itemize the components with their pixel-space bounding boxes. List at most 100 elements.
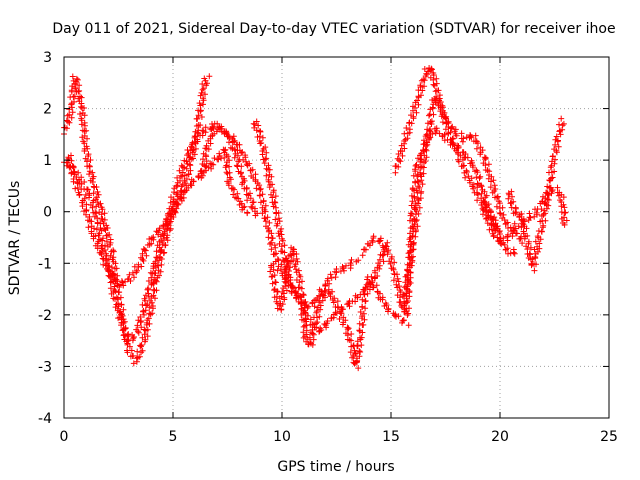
data-point — [115, 300, 122, 307]
data-point — [419, 87, 426, 94]
data-points — [61, 65, 570, 372]
data-point — [96, 230, 103, 237]
data-point — [424, 120, 431, 127]
data-point — [360, 246, 367, 253]
data-point — [458, 130, 465, 137]
data-point — [558, 203, 565, 210]
data-point — [359, 304, 366, 311]
data-point — [131, 274, 137, 281]
data-point — [261, 160, 268, 167]
data-point — [309, 299, 316, 306]
data-point — [119, 327, 126, 334]
data-point — [140, 257, 147, 264]
data-point — [267, 268, 274, 275]
data-point — [479, 186, 486, 193]
data-point — [106, 256, 112, 263]
data-point — [259, 151, 266, 158]
data-point — [238, 163, 245, 170]
y-tick-label: -2 — [38, 308, 52, 324]
data-point — [86, 194, 92, 201]
data-point — [553, 149, 560, 156]
data-point — [503, 220, 509, 227]
data-point — [89, 204, 96, 211]
data-point — [339, 263, 346, 270]
data-point — [139, 334, 146, 341]
data-point — [138, 324, 145, 331]
data-point — [142, 297, 149, 304]
data-point — [509, 193, 515, 200]
data-point — [250, 199, 257, 206]
x-tick-label: 10 — [273, 429, 291, 445]
data-point — [69, 109, 76, 116]
data-point — [541, 207, 548, 214]
data-point — [156, 238, 163, 245]
data-point — [404, 274, 411, 281]
data-point — [106, 231, 113, 238]
data-point — [102, 227, 109, 234]
data-point — [226, 157, 233, 164]
data-point — [355, 365, 362, 372]
data-point — [507, 200, 514, 207]
data-point — [357, 349, 364, 355]
data-point — [224, 170, 231, 177]
data-point — [239, 173, 245, 180]
data-point — [505, 195, 512, 202]
data-point — [141, 247, 148, 253]
data-point — [98, 204, 105, 211]
data-point — [345, 325, 352, 332]
data-point — [78, 103, 84, 110]
data-point — [268, 191, 274, 198]
data-point — [465, 173, 472, 180]
data-point — [221, 147, 228, 154]
data-point — [229, 136, 236, 142]
data-point — [493, 203, 500, 210]
data-point — [194, 115, 201, 122]
data-point — [119, 279, 126, 286]
data-point — [558, 115, 565, 122]
data-point — [126, 271, 133, 278]
data-point — [83, 201, 90, 208]
data-point — [229, 185, 236, 192]
data-point — [404, 266, 411, 273]
data-point — [278, 243, 285, 250]
data-point — [472, 168, 478, 175]
data-point — [146, 241, 153, 248]
data-point — [538, 213, 545, 219]
data-point — [87, 218, 93, 225]
data-point — [410, 253, 416, 260]
data-point — [531, 267, 538, 274]
data-point — [148, 299, 155, 306]
data-point — [377, 237, 384, 244]
data-point — [473, 145, 480, 152]
data-point — [476, 175, 483, 182]
data-point — [281, 242, 288, 249]
data-point — [520, 228, 527, 235]
data-point — [110, 295, 117, 302]
data-point — [442, 114, 449, 121]
data-point — [265, 228, 272, 235]
data-point — [381, 303, 388, 309]
data-point — [406, 260, 413, 267]
data-point — [236, 147, 243, 154]
data-point — [178, 162, 185, 169]
data-point — [407, 243, 414, 250]
data-point — [405, 322, 412, 329]
data-point — [179, 169, 186, 176]
data-point — [291, 289, 298, 296]
y-tick-label: 3 — [43, 50, 52, 66]
data-point — [535, 234, 542, 241]
data-point — [150, 260, 157, 267]
data-point — [195, 122, 202, 128]
data-point — [188, 143, 195, 150]
data-point — [394, 155, 401, 162]
data-point — [100, 261, 107, 268]
data-point — [281, 249, 288, 256]
data-point — [421, 83, 428, 90]
data-point — [557, 131, 564, 138]
data-point — [196, 100, 203, 107]
data-point — [251, 121, 258, 128]
data-point — [290, 251, 297, 258]
data-point — [450, 141, 457, 147]
data-point — [270, 203, 277, 210]
data-point — [225, 180, 232, 187]
